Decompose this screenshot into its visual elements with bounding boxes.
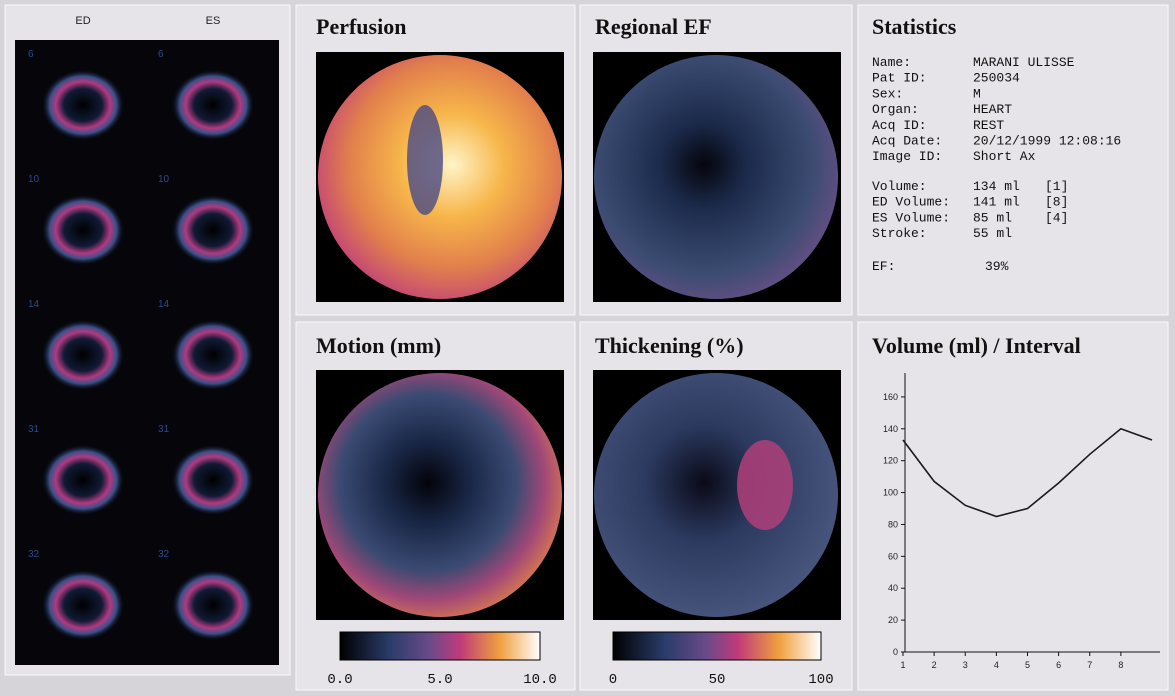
panel-title: Regional EF (595, 14, 712, 39)
colorbar (339, 631, 541, 661)
stat-value: 85 ml (973, 210, 1012, 225)
stat-label: Name: (872, 55, 911, 70)
colorbar-label: 10.0 (523, 672, 557, 688)
stat-value: [8] (1045, 195, 1068, 210)
y-tick-label: 40 (888, 583, 898, 593)
slice-image (41, 569, 125, 641)
y-tick-label: 0 (893, 647, 898, 657)
stat-label: ES Volume: (872, 210, 950, 225)
stat-value: Short Ax (973, 149, 1036, 164)
map-hotspot (737, 440, 793, 530)
motion-map (318, 373, 562, 617)
y-tick-label: 20 (888, 615, 898, 625)
y-tick-label: 120 (883, 456, 898, 466)
stat-label: Volume: (872, 179, 927, 194)
es-header: ES (206, 15, 221, 27)
slice-image (171, 69, 255, 141)
stat-value: [1] (1045, 179, 1068, 194)
slice-image (171, 569, 255, 641)
stat-value: 134 ml (973, 179, 1020, 194)
volume-panel (857, 321, 1169, 691)
slice-image (41, 69, 125, 141)
stat-value: 250034 (973, 71, 1020, 86)
statistics: Name: MARANI ULISSE Pat ID: 250034 Sex: M Orga… (872, 55, 1121, 274)
slice-image (171, 444, 255, 516)
colorbar (612, 631, 822, 661)
colorbar-label: 5.0 (427, 672, 452, 688)
stats-panel (857, 4, 1169, 316)
y-tick-label: 160 (883, 392, 898, 402)
colorbar-label: 0 (609, 672, 617, 688)
stat-value: M (973, 86, 981, 101)
x-tick-label: 3 (963, 660, 968, 670)
slice-number: 31 (158, 424, 170, 435)
x-tick-label: 7 (1087, 660, 1092, 670)
slice-image (171, 319, 255, 391)
stat-value: REST (973, 118, 1004, 133)
map-defect (407, 105, 443, 215)
slice-number: 14 (28, 299, 40, 310)
stat-label: Image ID: (872, 149, 942, 164)
colorbar-label: 100 (808, 672, 833, 688)
stat-value: [4] (1045, 210, 1068, 225)
y-tick-label: 140 (883, 424, 898, 434)
stat-value: HEART (973, 102, 1012, 117)
stat-label: Acq Date: (872, 134, 942, 149)
stat-label: Organ: (872, 102, 919, 117)
stat-label: ED Volume: (872, 195, 950, 210)
ed-header: ED (75, 15, 90, 27)
stat-value: 39% (985, 259, 1009, 274)
stat-value: MARANI ULISSE (973, 55, 1075, 70)
ef-map (594, 55, 838, 299)
slice-number: 32 (28, 549, 40, 560)
volume-line (902, 427, 1153, 518)
slice-number: 14 (158, 299, 170, 310)
stat-value: 55 ml (973, 226, 1012, 241)
x-tick-label: 1 (900, 660, 905, 670)
panel-title: Perfusion (316, 14, 406, 39)
slice-number: 6 (158, 49, 164, 60)
stat-label: Acq ID: (872, 118, 927, 133)
slice-image (171, 194, 255, 266)
x-tick-label: 2 (932, 660, 937, 670)
slice-number: 31 (28, 424, 40, 435)
slice-image (41, 194, 125, 266)
slice-number: 10 (28, 174, 40, 185)
stat-label: Sex: (872, 86, 903, 101)
slice-number: 10 (158, 174, 170, 185)
x-tick-label: 6 (1056, 660, 1061, 670)
slice-number: 32 (158, 549, 170, 560)
chart-title: Volume (ml) / Interval (872, 333, 1081, 358)
slice-number: 6 (28, 49, 34, 60)
volume-chart: 0 20 40 60 80 100 120 140 160 1 2 3 4 5 6 7 8 (883, 373, 1160, 670)
stat-label: Stroke: (872, 226, 927, 241)
slice-image (41, 319, 125, 391)
panel-title: Thickening (%) (595, 333, 744, 358)
stat-label: EF: (872, 259, 895, 274)
panel-title: Statistics (872, 14, 957, 39)
stat-value: 20/12/1999 12:08:16 (973, 134, 1121, 149)
panel-title: Motion (mm) (316, 333, 441, 358)
y-tick-label: 80 (888, 519, 898, 529)
colorbar-label: 50 (709, 672, 726, 688)
y-tick-label: 60 (888, 551, 898, 561)
y-tick-label: 100 (883, 488, 898, 498)
x-tick-label: 5 (1025, 660, 1030, 670)
slice-image (41, 444, 125, 516)
x-tick-label: 4 (994, 660, 999, 670)
stat-label: Pat ID: (872, 71, 927, 86)
stat-value: 141 ml (973, 195, 1020, 210)
x-tick-label: 8 (1118, 660, 1123, 670)
slice-images: 6 6 10 10 14 14 31 31 32 32 (28, 49, 255, 641)
thickening-map (594, 373, 838, 617)
colorbar-label: 0.0 (327, 672, 352, 688)
